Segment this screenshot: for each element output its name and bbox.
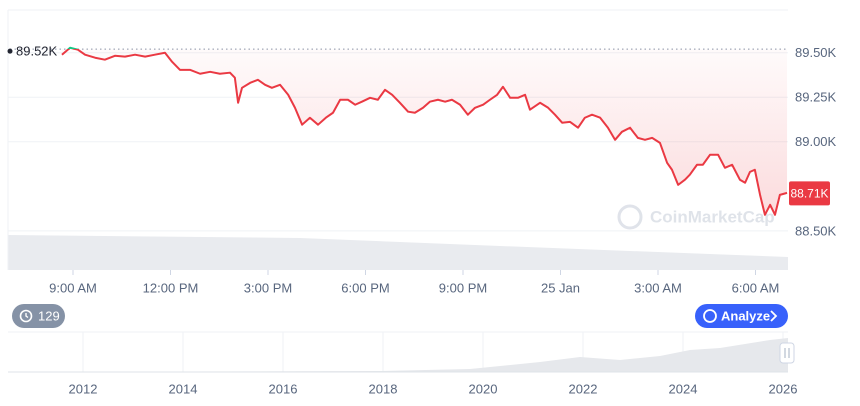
reference-dot — [7, 48, 13, 54]
navigator-year-label: 2026 — [769, 381, 798, 396]
y-tick-label: 89.25K — [795, 90, 837, 105]
navigator-area — [8, 338, 788, 372]
x-tick-label: 25 Jan — [541, 280, 580, 295]
x-tick-label: 9:00 PM — [439, 280, 487, 295]
x-tick-label: 9:00 AM — [49, 280, 97, 295]
navigator-year-label: 2016 — [269, 381, 298, 396]
navigator-year-label: 2022 — [569, 381, 598, 396]
current-price-label: 88.71K — [790, 187, 828, 201]
analyze-label: Analyze — [721, 308, 770, 323]
x-tick-label: 6:00 PM — [341, 280, 389, 295]
history-badge[interactable]: 129 — [12, 304, 65, 328]
watermark-text: CoinMarketCap — [650, 207, 775, 226]
history-count: 129 — [38, 308, 60, 323]
y-tick-label: 89.50K — [795, 45, 837, 60]
navigator-year-label: 2024 — [669, 381, 698, 396]
x-tick-label: 3:00 AM — [634, 280, 682, 295]
navigator-handle[interactable] — [779, 342, 795, 364]
analyze-button[interactable]: Analyze — [695, 304, 788, 328]
y-tick-label: 88.50K — [795, 223, 837, 238]
price-line — [61, 46, 788, 216]
x-tick-label: 6:00 AM — [732, 280, 780, 295]
x-tick-label: 3:00 PM — [244, 280, 292, 295]
reference-label: 89.52K — [16, 44, 58, 59]
watermark: CoinMarketCap — [617, 204, 775, 230]
current-price-badge — [789, 181, 830, 206]
navigator-year-label: 2018 — [369, 381, 398, 396]
y-tick-label: 89.00K — [795, 134, 837, 149]
volume-area — [8, 235, 788, 270]
navigator-year-label: 2012 — [69, 381, 98, 396]
navigator-year-label: 2020 — [469, 381, 498, 396]
navigator-year-label: 2014 — [169, 381, 198, 396]
x-tick-label: 12:00 PM — [143, 280, 199, 295]
area-fill — [61, 47, 788, 215]
